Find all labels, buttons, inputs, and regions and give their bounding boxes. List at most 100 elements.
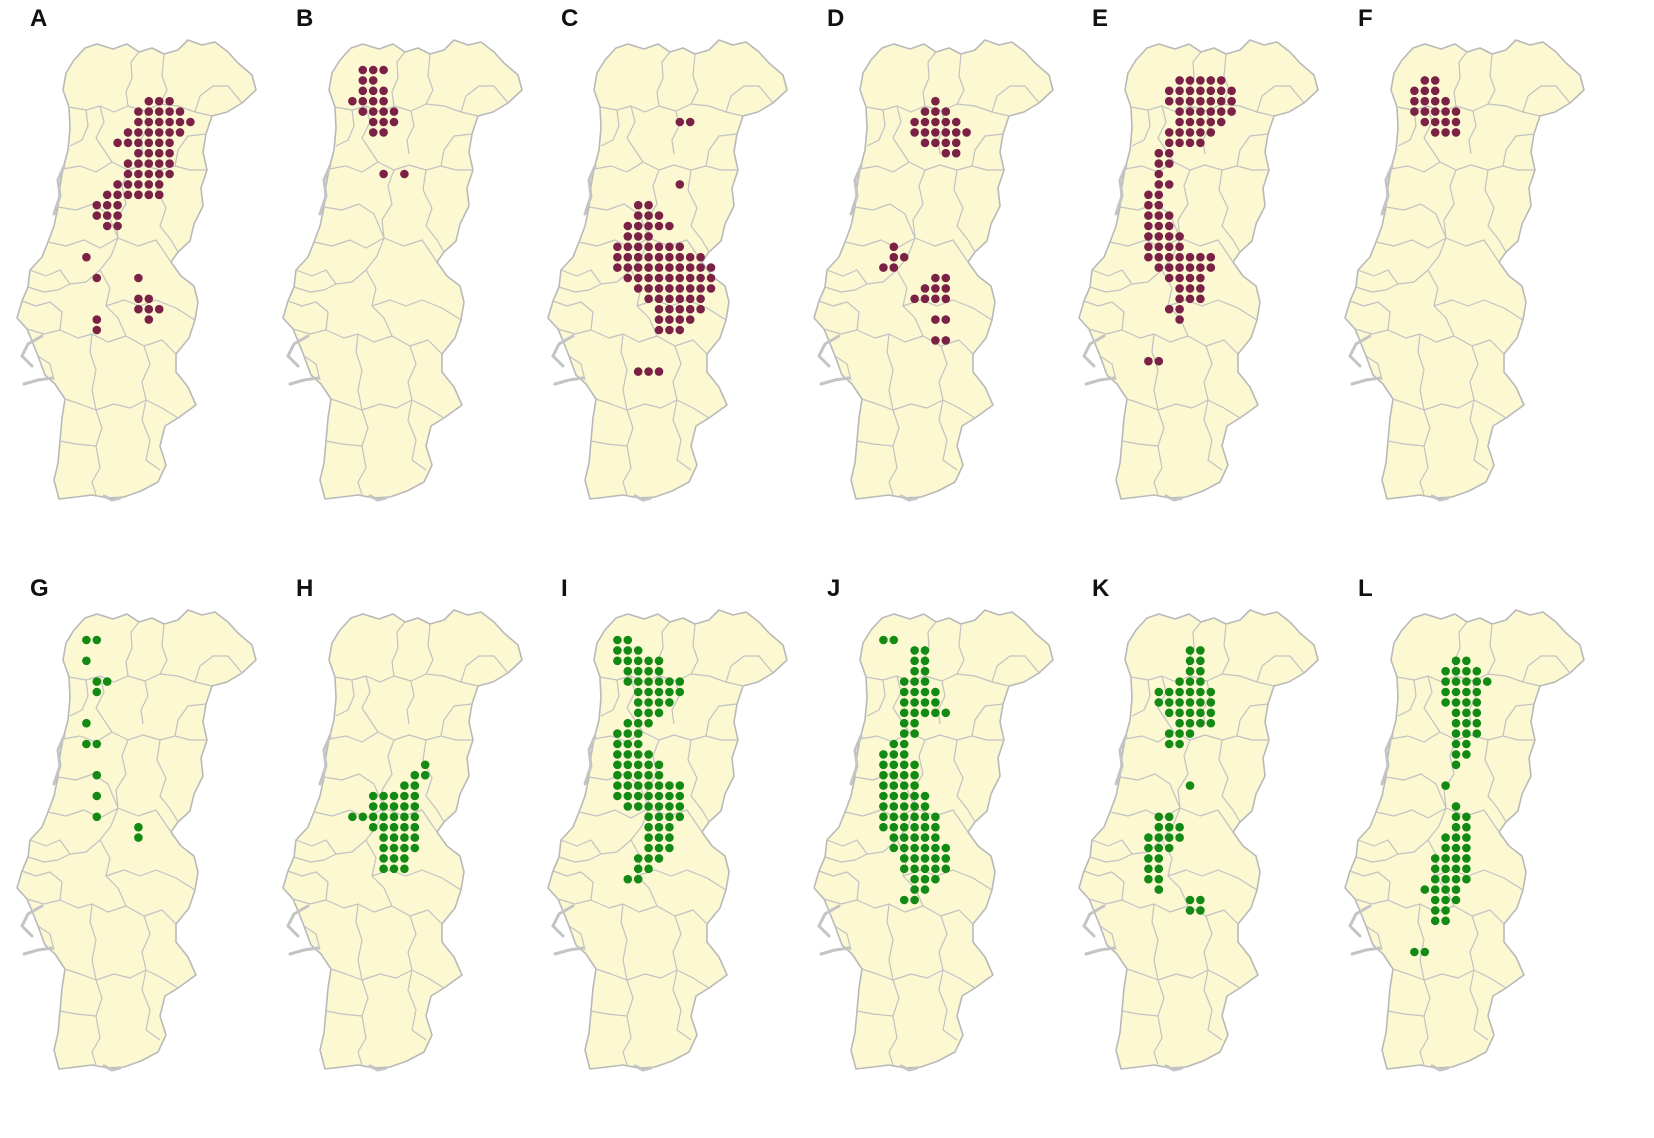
occurrence-dot (920, 885, 930, 894)
occurrence-dot (696, 273, 705, 283)
occurrence-dot (644, 221, 653, 231)
occurrence-dot (1185, 96, 1195, 106)
occurrence-dot (1175, 107, 1184, 116)
occurrence-dot (665, 325, 674, 335)
occurrence-dot (1451, 117, 1461, 127)
occurrence-dot (685, 263, 695, 272)
occurrence-dot (654, 666, 664, 676)
occurrence-dot (154, 180, 164, 189)
occurrence-dot (899, 781, 909, 790)
occurrence-dot (1185, 107, 1195, 116)
occurrence-dot (879, 791, 888, 801)
occurrence-dot (1185, 729, 1195, 738)
occurrence-dot (400, 791, 409, 801)
occurrence-dot (889, 252, 899, 262)
occurrence-dot (1185, 895, 1195, 905)
occurrence-dot (1164, 232, 1174, 241)
occurrence-dot (1154, 843, 1164, 853)
occurrence-dot (1206, 708, 1216, 718)
occurrence-dot (92, 791, 102, 801)
occurrence-dot (644, 200, 653, 210)
occurrence-dot (675, 117, 685, 127)
occurrence-dot (400, 781, 409, 790)
occurrence-dot (920, 864, 930, 874)
occurrence-dot (675, 677, 685, 686)
occurrence-dot (389, 802, 399, 811)
occurrence-dot (654, 812, 664, 822)
occurrence-dot (879, 802, 888, 811)
occurrence-dot (675, 180, 685, 189)
panel-label: F (1358, 5, 1373, 32)
occurrence-dot (899, 698, 909, 707)
occurrence-dot (889, 833, 899, 842)
occurrence-dot (665, 812, 674, 822)
occurrence-dot (154, 159, 164, 168)
occurrence-dot (899, 895, 909, 905)
occurrence-dot (1185, 906, 1195, 915)
occurrence-dot (644, 252, 653, 262)
occurrence-dot (675, 325, 685, 335)
occurrence-dot (910, 781, 919, 790)
occurrence-dot (1462, 843, 1471, 853)
occurrence-dot (910, 718, 919, 728)
occurrence-dot (879, 770, 888, 780)
occurrence-dot (1144, 211, 1153, 220)
occurrence-dot (1185, 687, 1195, 697)
occurrence-dot (1441, 687, 1450, 697)
occurrence-dot (1441, 895, 1450, 905)
occurrence-dot (1175, 284, 1184, 293)
occurrence-dot (910, 708, 919, 718)
occurrence-dot (1410, 86, 1419, 96)
occurrence-dot (613, 635, 622, 645)
occurrence-dot (1164, 263, 1174, 272)
occurrence-dot (941, 107, 951, 116)
occurrence-dot (910, 128, 919, 137)
occurrence-dot (920, 833, 930, 842)
occurrence-dot (879, 822, 888, 832)
occurrence-dot (1430, 874, 1440, 884)
occurrence-dot (144, 138, 154, 148)
panel-label: B (296, 5, 313, 32)
occurrence-dot (654, 708, 664, 718)
occurrence-dot (1154, 822, 1164, 832)
occurrence-dot (368, 812, 378, 822)
occurrence-dot (186, 117, 195, 127)
occurrence-dot (644, 791, 653, 801)
occurrence-dot (1154, 169, 1164, 179)
occurrence-dot (1451, 729, 1461, 738)
occurrence-dot (1154, 698, 1164, 707)
occurrence-dot (931, 128, 940, 137)
occurrence-dot (1164, 833, 1174, 842)
occurrence-dot (633, 242, 643, 252)
occurrence-dot (1227, 86, 1236, 96)
occurrence-dot (1175, 833, 1184, 842)
occurrence-dot (931, 284, 940, 293)
occurrence-dot (1451, 698, 1461, 707)
occurrence-dot (879, 635, 888, 645)
occurrence-dot (941, 138, 951, 148)
occurrence-dot (82, 252, 91, 262)
occurrence-dot (1154, 211, 1164, 220)
occurrence-dot (1185, 294, 1195, 304)
occurrence-dot (633, 221, 643, 231)
occurrence-dot (144, 117, 154, 127)
occurrence-dot (368, 96, 378, 106)
occurrence-dot (613, 739, 622, 749)
occurrence-dot (1154, 232, 1164, 241)
panel-g: G (15, 575, 258, 1072)
occurrence-dot (379, 843, 388, 853)
occurrence-dot (379, 96, 388, 106)
occurrence-dot (931, 843, 940, 853)
occurrence-dot (654, 656, 664, 666)
occurrence-dot (1206, 96, 1216, 106)
occurrence-dot (920, 117, 930, 127)
occurrence-dot (920, 822, 930, 832)
occurrence-dot (1196, 96, 1205, 106)
occurrence-dot (920, 666, 930, 676)
occurrence-dot (1462, 677, 1471, 686)
occurrence-dots (1410, 76, 1461, 137)
occurrence-dot (931, 698, 940, 707)
occurrence-dot (644, 273, 653, 283)
occurrence-dot (1175, 718, 1184, 728)
